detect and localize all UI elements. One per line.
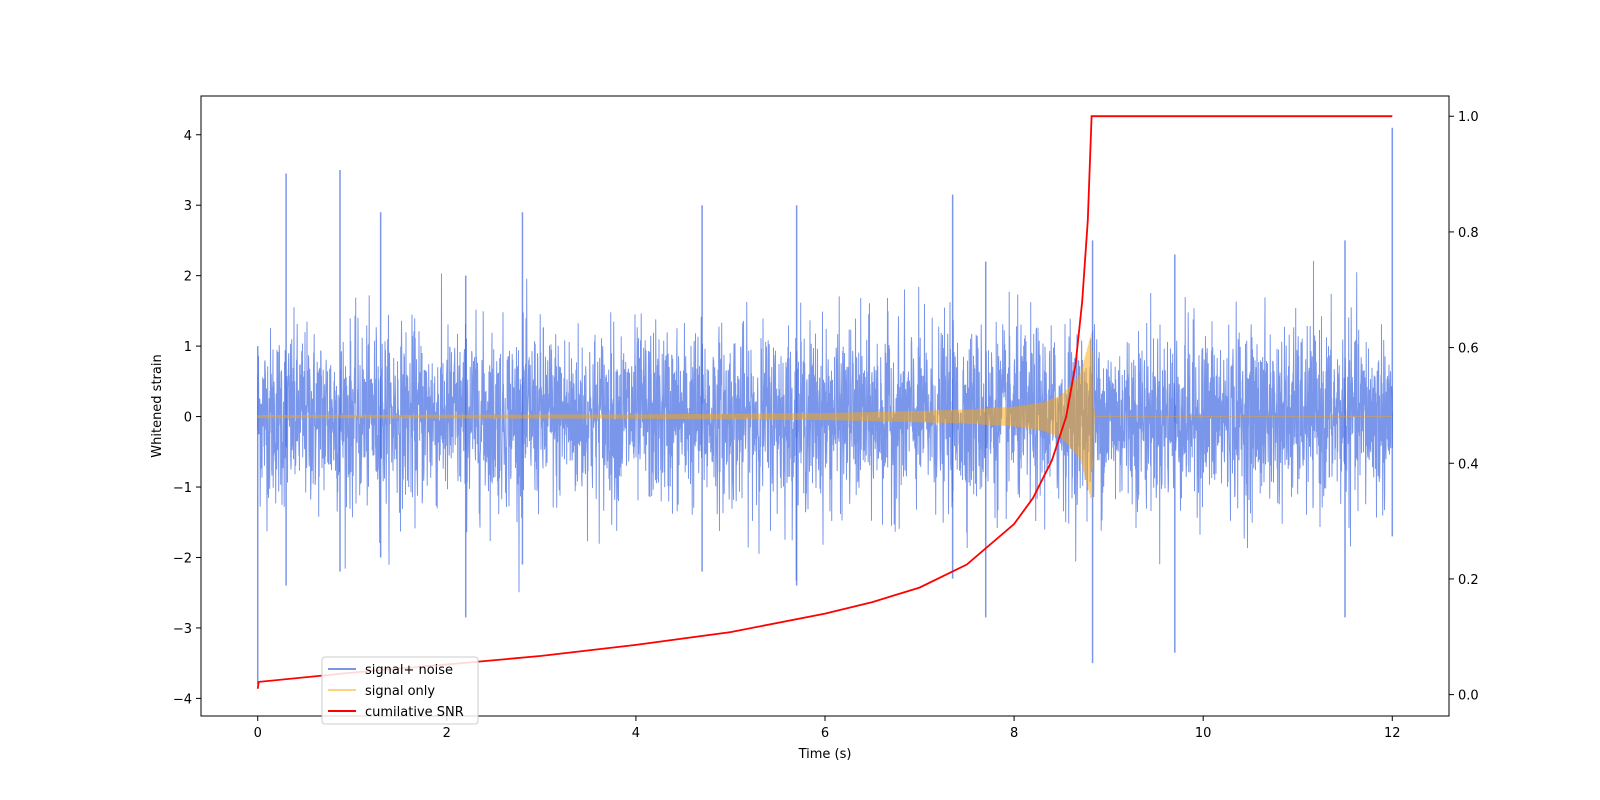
y-axis-left: −4 −3 −2 −1 0 1 2 3 4 bbox=[173, 129, 201, 707]
y-right-tick-label: 0.6 bbox=[1458, 342, 1479, 357]
noise-trace bbox=[257, 260, 1393, 593]
legend-label-signal-plus-noise: signal+ noise bbox=[365, 663, 453, 678]
legend-label-cumulative-snr: cumilative SNR bbox=[365, 705, 464, 720]
x-tick-label: 6 bbox=[821, 726, 829, 741]
x-tick-label: 2 bbox=[443, 726, 451, 741]
x-axis: 0 2 4 6 8 10 12 bbox=[254, 716, 1401, 741]
legend: signal+ noise signal only cumilative SNR bbox=[321, 656, 479, 725]
x-axis-label: Time (s) bbox=[798, 747, 852, 762]
x-tick-label: 10 bbox=[1195, 726, 1212, 741]
legend-label-signal-only: signal only bbox=[365, 684, 435, 699]
series-signal-only bbox=[257, 333, 1393, 498]
y-right-tick-label: 0.4 bbox=[1458, 457, 1479, 472]
y-tick-label: −2 bbox=[173, 551, 192, 566]
series-signal-plus-noise bbox=[256, 127, 1394, 685]
y-right-tick-label: 0.8 bbox=[1458, 226, 1479, 241]
y-tick-label: 4 bbox=[184, 129, 192, 144]
x-tick-label: 8 bbox=[1010, 726, 1018, 741]
y-right-tick-label: 0.2 bbox=[1458, 573, 1479, 588]
y-tick-label: 3 bbox=[184, 199, 192, 214]
plot-area bbox=[256, 115, 1394, 689]
y-tick-label: −4 bbox=[173, 692, 192, 707]
x-tick-label: 4 bbox=[632, 726, 640, 741]
y-tick-label: 1 bbox=[184, 340, 192, 355]
y-tick-label: −1 bbox=[173, 481, 192, 496]
x-tick-label: 0 bbox=[254, 726, 262, 741]
x-tick-label: 12 bbox=[1384, 726, 1401, 741]
y-right-tick-label: 1.0 bbox=[1458, 110, 1479, 125]
legend-frame bbox=[321, 656, 479, 725]
y-right-tick-label: 0.0 bbox=[1458, 689, 1479, 704]
y-tick-label: 2 bbox=[184, 270, 192, 285]
signal-trace bbox=[257, 333, 1393, 498]
y-tick-label: −3 bbox=[173, 622, 192, 637]
y-axis-label: Whitened strain bbox=[150, 354, 165, 457]
y-axis-right: 0.0 0.2 0.4 0.6 0.8 1.0 bbox=[1449, 110, 1479, 704]
y-tick-label: 0 bbox=[184, 411, 192, 426]
